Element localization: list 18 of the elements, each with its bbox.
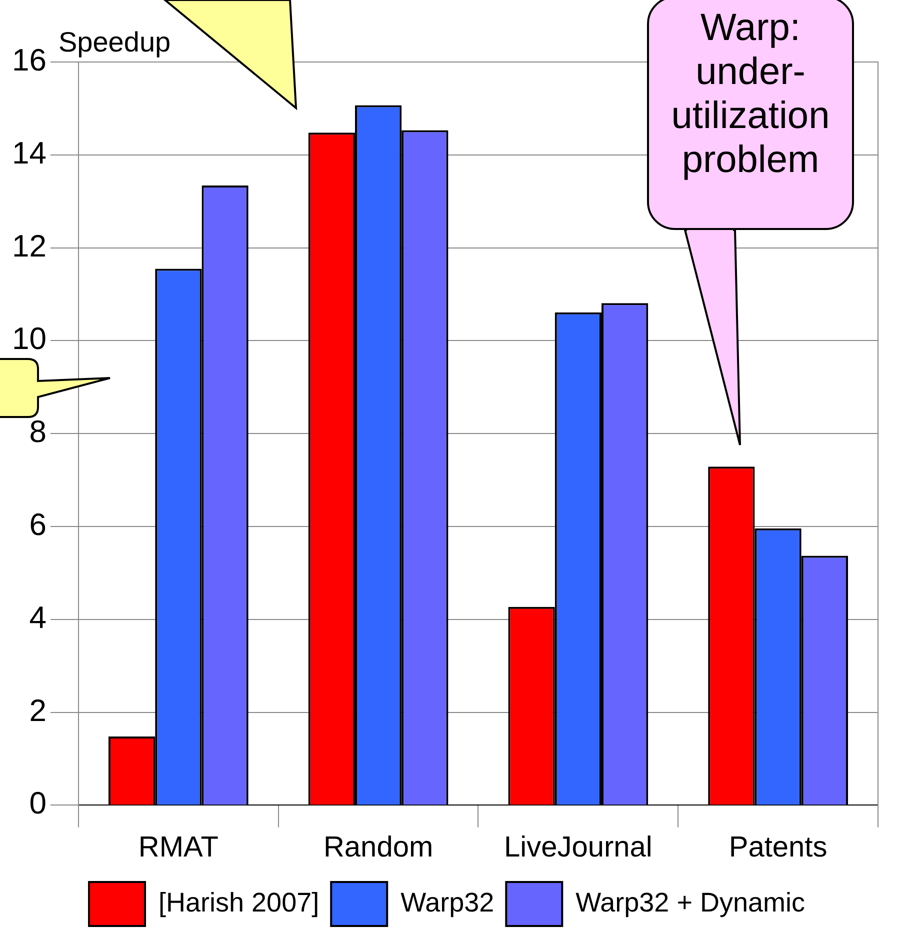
y-tick-label: 4 — [29, 600, 46, 635]
y-tick-label: 16 — [12, 42, 46, 78]
y-tick-label: 2 — [29, 692, 46, 728]
y-axis-title: Speedup — [58, 26, 171, 58]
y-tick-label: 6 — [29, 507, 46, 542]
y-tick-label: 10 — [12, 321, 46, 356]
y-tick-label: 14 — [12, 135, 46, 170]
x-tick-label: LiveJournal — [504, 832, 652, 864]
x-tick-label: RMAT — [138, 832, 219, 864]
y-tick-label: 8 — [29, 414, 46, 450]
legend-label: [Harish 2007] — [158, 887, 320, 918]
legend-label: Warp32 + Dynamic — [576, 887, 805, 918]
x-tick-label: Patents — [728, 832, 828, 864]
x-tick-label: Random — [323, 832, 434, 864]
y-tick-label: 0 — [29, 786, 46, 821]
y-tick-label: 12 — [12, 228, 46, 264]
annotation: Warp: under-utilization problem — [647, 0, 854, 230]
legend-label: Warp32 — [400, 887, 494, 918]
